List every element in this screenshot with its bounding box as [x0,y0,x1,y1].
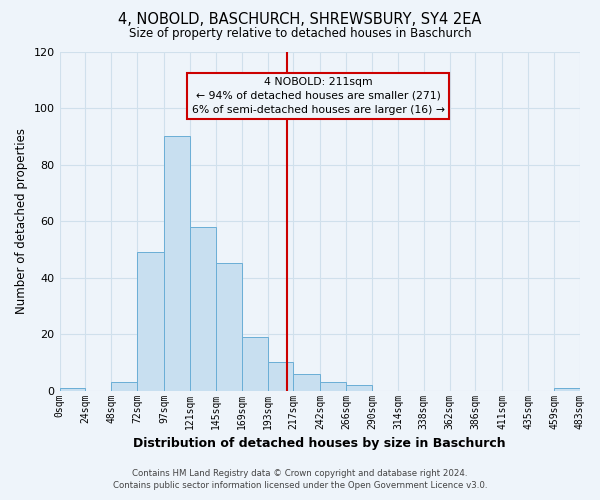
Bar [164,136,190,390]
Bar [190,226,216,390]
Bar [293,374,320,390]
Bar [111,382,137,390]
Bar [268,362,293,390]
Bar [242,337,268,390]
X-axis label: Distribution of detached houses by size in Baschurch: Distribution of detached houses by size … [133,437,506,450]
Bar [216,264,242,390]
Y-axis label: Number of detached properties: Number of detached properties [15,128,28,314]
Bar [59,388,85,390]
Bar [346,385,372,390]
Bar [137,252,164,390]
Text: 4 NOBOLD: 211sqm
← 94% of detached houses are smaller (271)
6% of semi-detached : 4 NOBOLD: 211sqm ← 94% of detached house… [191,77,445,115]
Text: Contains HM Land Registry data © Crown copyright and database right 2024.
Contai: Contains HM Land Registry data © Crown c… [113,468,487,490]
Bar [320,382,346,390]
Text: Size of property relative to detached houses in Baschurch: Size of property relative to detached ho… [128,28,472,40]
Text: 4, NOBOLD, BASCHURCH, SHREWSBURY, SY4 2EA: 4, NOBOLD, BASCHURCH, SHREWSBURY, SY4 2E… [118,12,482,28]
Bar [554,388,580,390]
